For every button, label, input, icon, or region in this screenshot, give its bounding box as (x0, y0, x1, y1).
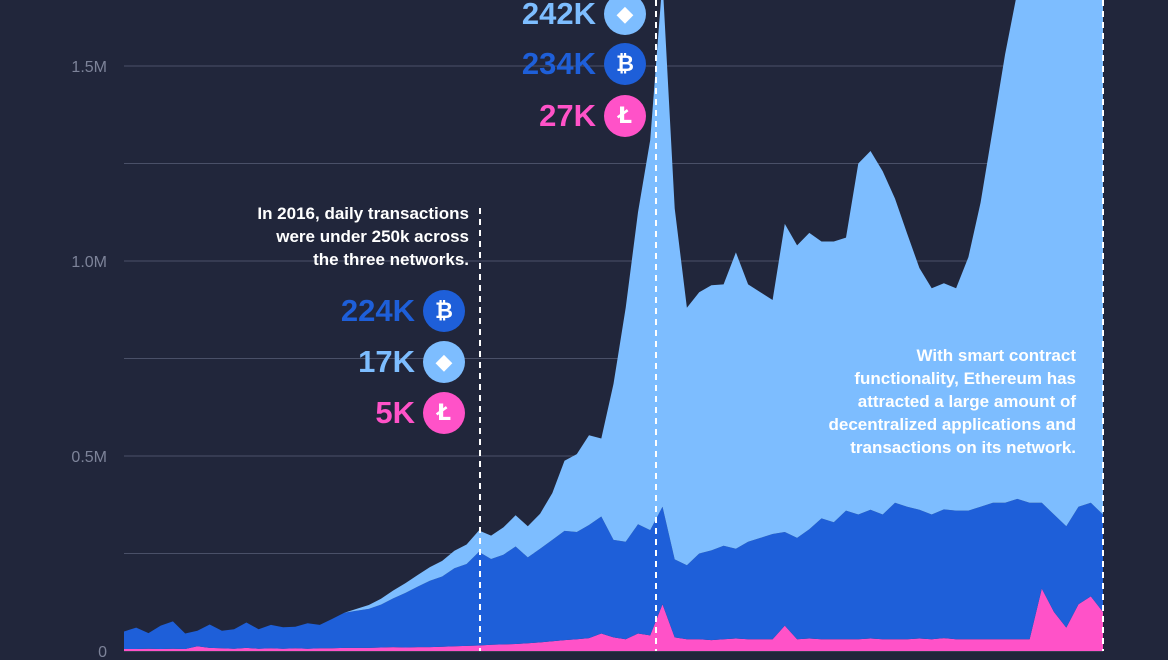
ethereum-icon: ◆ (423, 341, 465, 383)
y-tick-label: 1.5M (71, 59, 107, 76)
bitcoin-area (124, 498, 1103, 649)
marker-2016-ethereum-value: 17K (358, 344, 415, 379)
annotation-2016: In 2016, daily transactions were under 2… (257, 202, 469, 271)
marker-top-ethereum: 242K ◆ (522, 0, 646, 36)
marker-top-litecoin: 27K Ł (539, 94, 646, 138)
annotation-2016-line: were under 250k across (276, 227, 469, 246)
marker-top-ethereum-value: 242K (521, 0, 596, 31)
annotation-ethereum-line: With smart contract (916, 346, 1076, 365)
bitcoin-icon: ₿ (423, 290, 465, 332)
marker-2016-bitcoin-value: 224K (340, 293, 415, 328)
annotation-ethereum: With smart contract functionality, Ether… (828, 344, 1076, 459)
ethereum-icon: ◆ (604, 0, 646, 35)
annotation-2016-line: the three networks. (313, 250, 469, 269)
litecoin-icon: Ł (423, 392, 465, 434)
annotation-ethereum-line: transactions on its network. (850, 438, 1076, 457)
marker-2016-ethereum: 17K ◆ (358, 340, 465, 384)
marker-2016-litecoin: 5K Ł (375, 391, 465, 435)
y-tick-label: 0 (98, 644, 107, 660)
annotation-ethereum-line: decentralized applications and (828, 415, 1076, 434)
litecoin-icon: Ł (604, 95, 646, 137)
annotation-ethereum-line: attracted a large amount of (857, 392, 1076, 411)
bitcoin-icon: ₿ (604, 43, 646, 85)
marker-top-litecoin-value: 27K (539, 98, 596, 133)
marker-top-bitcoin: 234K ₿ (522, 42, 646, 86)
y-tick-label: 0.5M (71, 449, 107, 466)
marker-2016-bitcoin: 224K ₿ (341, 289, 465, 333)
annotation-ethereum-line: functionality, Ethereum has (854, 369, 1076, 388)
litecoin-area (124, 588, 1103, 651)
y-tick-label: 1.0M (71, 254, 107, 271)
marker-2016-litecoin-value: 5K (375, 395, 415, 430)
annotation-2016-line: In 2016, daily transactions (257, 204, 469, 223)
marker-top-bitcoin-value: 234K (521, 46, 596, 81)
ethereum-area (124, 0, 1103, 634)
